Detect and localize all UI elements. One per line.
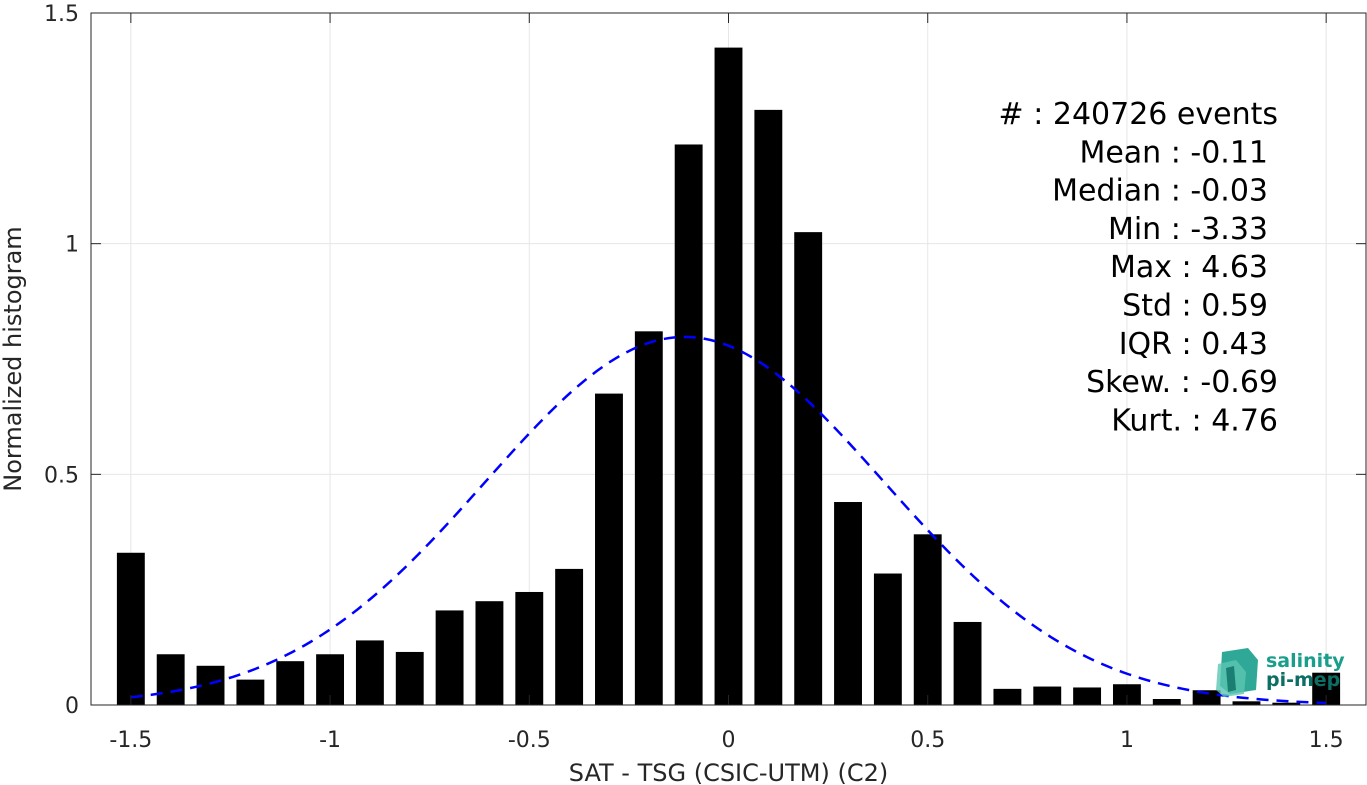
gaussian-fit bbox=[130, 335, 1327, 705]
y-axis-label: Normalized histogram bbox=[0, 226, 27, 491]
histogram-bar bbox=[435, 610, 464, 705]
fit-curve-line bbox=[130, 335, 1327, 705]
histogram-bar bbox=[1152, 699, 1181, 705]
logo-text-salinity: salinity bbox=[1266, 650, 1345, 672]
histogram-bar bbox=[834, 502, 862, 705]
stats-line: Std : 0.59 bbox=[1122, 289, 1268, 324]
histogram-bar bbox=[873, 573, 902, 705]
histogram-bar bbox=[714, 47, 743, 706]
histogram-bar bbox=[953, 621, 982, 705]
x-tick-label: 1.5 bbox=[1309, 728, 1344, 753]
histogram-bar bbox=[634, 331, 663, 705]
stats-line: Min : -3.33 bbox=[1108, 212, 1268, 247]
salinity-pi-mep-logo: salinity pi-mep bbox=[1216, 648, 1345, 697]
x-tick-label: -0.5 bbox=[508, 728, 551, 753]
histogram-bar bbox=[555, 568, 584, 705]
histogram-bar bbox=[116, 552, 145, 705]
stats-line: Max : 4.63 bbox=[1110, 250, 1268, 285]
y-tick-label: 1 bbox=[65, 233, 79, 258]
histogram-bar bbox=[1272, 702, 1301, 705]
histogram-bar bbox=[1192, 690, 1221, 705]
x-axis-label: SAT - TSG (CSIC-UTM) (C2) bbox=[569, 759, 888, 785]
histogram-bar bbox=[794, 232, 823, 705]
y-tick-label: 0 bbox=[65, 694, 79, 719]
plot-axes bbox=[90, 12, 1367, 706]
stats-line: Mean : -0.11 bbox=[1079, 135, 1268, 170]
histogram-bar bbox=[913, 534, 942, 705]
histogram-bars bbox=[116, 47, 1341, 706]
x-tick-label: -1.5 bbox=[109, 728, 152, 753]
stats-line: Skew. : -0.69 bbox=[1086, 365, 1278, 400]
histogram-bar bbox=[355, 640, 384, 705]
histogram-bar bbox=[754, 109, 783, 705]
stats-line: Median : -0.03 bbox=[1052, 174, 1268, 209]
stats-line: IQR : 0.43 bbox=[1119, 327, 1268, 362]
x-tick-label: 0 bbox=[722, 728, 736, 753]
stats-line: # : 240726 events bbox=[999, 97, 1278, 132]
stats-line: Kurt. : 4.76 bbox=[1111, 403, 1278, 438]
histogram-bar bbox=[1112, 684, 1141, 705]
histogram-bar bbox=[475, 601, 504, 705]
tick-labels: -1.5 -1 -0.5 0 0.5 1 1.5 0 0.5 1 1.5 bbox=[44, 2, 1344, 753]
histogram-bar bbox=[1033, 686, 1062, 705]
y-tick-label: 0.5 bbox=[44, 463, 79, 488]
histogram-bar bbox=[993, 688, 1022, 705]
histogram-bar bbox=[276, 661, 305, 705]
histogram-bar bbox=[674, 144, 703, 706]
histogram-bar bbox=[515, 591, 544, 705]
histogram-bar bbox=[1232, 701, 1261, 705]
logo-text-pi-mep: pi-mep bbox=[1266, 669, 1340, 691]
logo-icon bbox=[1216, 648, 1258, 697]
histogram-bar bbox=[595, 393, 623, 705]
histogram-bar bbox=[156, 654, 185, 705]
histogram-bar bbox=[1073, 687, 1102, 705]
x-tick-label: 0.5 bbox=[910, 728, 945, 753]
histogram-bar bbox=[236, 679, 265, 705]
x-tick-label: 1 bbox=[1120, 728, 1134, 753]
y-tick-label: 1.5 bbox=[44, 2, 79, 27]
histogram-bar bbox=[395, 651, 424, 705]
x-tick-label: -1 bbox=[319, 728, 341, 753]
